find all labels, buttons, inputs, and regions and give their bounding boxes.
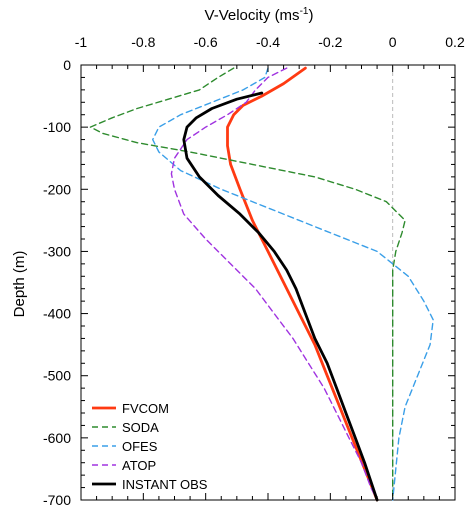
y-tick-label: 0 xyxy=(63,57,71,73)
series-line-fvcom xyxy=(226,66,379,502)
x-tick-label: -0.8 xyxy=(131,34,155,50)
x-tick-label: 0.2 xyxy=(445,34,465,50)
x-tick-label: 0 xyxy=(389,34,397,50)
series-layer xyxy=(89,66,434,502)
y-tick-label: -600 xyxy=(43,430,71,446)
y-tick-label: -100 xyxy=(43,119,71,135)
axes-layer: -1 -0.8 -0.6 -0.4 -0.2 0 0.2 0 -100 -200 -300 -400 -… xyxy=(43,34,465,508)
legend-label-atop: ATOP xyxy=(122,458,156,473)
x-axis-title-suffix: ) xyxy=(308,7,313,24)
y-tick-label: -700 xyxy=(43,492,71,508)
legend-label-fvcom: FVCOM xyxy=(122,401,169,416)
x-tick-label: -0.6 xyxy=(194,34,218,50)
series-line-atop xyxy=(170,67,378,501)
y-tick-label: -300 xyxy=(43,243,71,259)
legend-label-soda: SODA xyxy=(122,420,159,435)
legend-label-instant-obs: INSTANT OBS xyxy=(122,477,208,492)
x-tick-label: -1 xyxy=(75,34,88,50)
series-line-soda xyxy=(89,67,406,501)
x-tick-label: -0.2 xyxy=(318,34,342,50)
y-axis-title: Depth (m) xyxy=(11,251,28,318)
y-tick-label: -400 xyxy=(43,306,71,322)
x-axis-title-superscript: -1 xyxy=(300,6,309,17)
x-tick-label: -0.4 xyxy=(256,34,280,50)
y-tick-label: -500 xyxy=(43,368,71,384)
legend-label-ofes: OFES xyxy=(122,439,158,454)
x-axis-title: V-Velocity (ms-1) xyxy=(205,6,314,24)
legend: FVCOM SODA OFES ATOP INSTANT OBS xyxy=(92,401,208,492)
y-tick-label: -200 xyxy=(43,181,71,197)
series-line-ofes xyxy=(152,67,434,501)
series-line-instant-obs xyxy=(182,91,379,502)
